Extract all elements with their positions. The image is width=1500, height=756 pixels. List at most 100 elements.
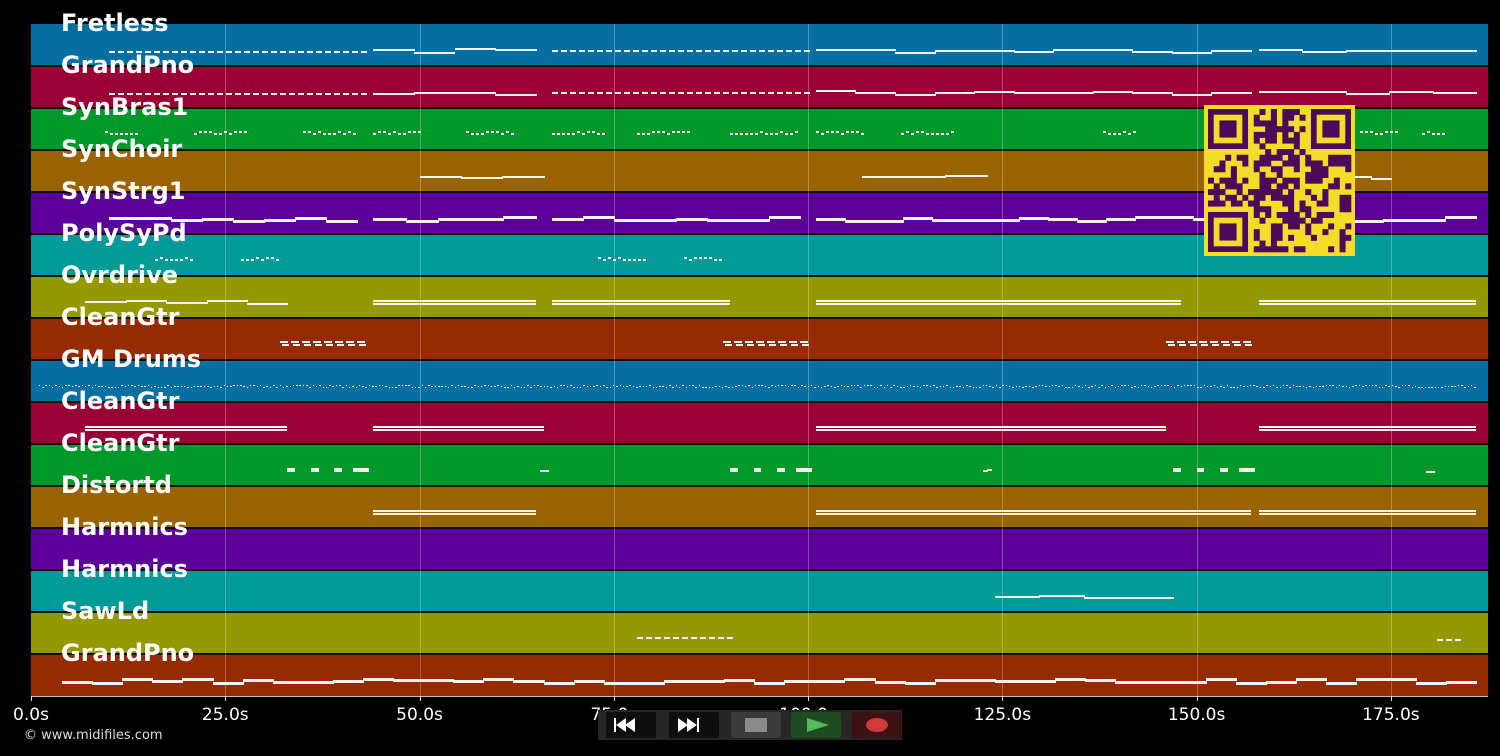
fast-forward-icon (678, 718, 699, 732)
note-mark (775, 133, 779, 135)
qr-module (1253, 114, 1260, 121)
note-mark (1140, 385, 1143, 387)
note-mark (101, 386, 103, 388)
note-mark (785, 92, 792, 94)
note-mark (1068, 387, 1070, 389)
note-mark (339, 385, 341, 387)
note-mark (923, 385, 925, 387)
note-mark (1133, 131, 1137, 133)
note-mark (347, 131, 351, 133)
note-mark (243, 93, 250, 95)
note-mark (207, 386, 209, 388)
qr-module (1293, 143, 1300, 150)
qr-module (1219, 189, 1226, 196)
note-mark (454, 92, 497, 94)
note-mark (302, 385, 305, 387)
note-mark (645, 386, 648, 388)
note-mark (334, 341, 343, 344)
note-mark (765, 133, 769, 135)
note-mark (1322, 386, 1324, 388)
note-mark (84, 386, 87, 388)
qr-module (1339, 229, 1346, 236)
qr-module (1282, 246, 1289, 253)
note-mark (969, 386, 971, 388)
note-mark (474, 385, 476, 387)
qr-module (1276, 189, 1283, 196)
note-mark (391, 387, 394, 389)
fast-forward-button[interactable] (669, 712, 719, 738)
note-mark (695, 387, 697, 389)
note-mark (1454, 386, 1456, 388)
note-mark (245, 259, 249, 261)
qr-module (1316, 166, 1323, 173)
qr-module (1270, 229, 1277, 236)
note-mark (342, 133, 346, 135)
stop-button[interactable] (731, 712, 781, 738)
qr-module (1310, 177, 1317, 184)
note-mark (55, 385, 57, 387)
note-mark (1408, 385, 1410, 387)
note-mark (397, 133, 401, 135)
qr-module (1293, 166, 1300, 173)
note-mark (677, 131, 681, 133)
note-mark (768, 387, 770, 389)
note-mark (1210, 386, 1212, 388)
note-mark (1391, 385, 1394, 387)
note-mark (263, 387, 265, 389)
note-mark (853, 385, 856, 387)
note-mark (144, 93, 151, 95)
note-mark (323, 341, 332, 344)
note-mark (999, 387, 1001, 389)
note-mark (517, 386, 519, 388)
note-mark (453, 680, 485, 684)
note-mark (1389, 131, 1393, 133)
note-mark (896, 386, 899, 388)
note-mark (441, 386, 443, 388)
note-mark (570, 385, 572, 387)
note-mark (662, 131, 666, 133)
note-mark (471, 387, 473, 389)
qr-module (1293, 154, 1300, 161)
note-mark (566, 133, 570, 135)
note-mark (668, 50, 675, 52)
note-mark (510, 385, 513, 387)
lane-separator (31, 107, 1488, 109)
qr-module (1322, 211, 1329, 218)
note-mark (466, 131, 470, 133)
note-mark (964, 679, 996, 683)
qr-module (1333, 177, 1340, 184)
note-mark (104, 131, 108, 133)
note-mark (662, 386, 664, 388)
play-button[interactable] (791, 712, 841, 738)
note-mark (546, 386, 549, 388)
qr-module (1288, 223, 1295, 230)
qr-module (1328, 246, 1335, 253)
note-mark (332, 680, 364, 684)
note-mark (1164, 385, 1166, 387)
qr-module (1316, 211, 1323, 218)
qr-module (1270, 131, 1277, 138)
qr-module (1345, 206, 1352, 213)
note-mark (270, 257, 274, 259)
record-button[interactable] (852, 712, 902, 738)
note-mark (1379, 133, 1383, 135)
qr-module (1259, 109, 1266, 116)
note-mark (1282, 385, 1285, 387)
note-mark (926, 385, 928, 387)
rewind-button[interactable] (606, 712, 656, 738)
note-mark (777, 385, 780, 387)
transport-bar (598, 710, 902, 740)
watermark: © www.midifiles.com (24, 728, 163, 743)
note-mark (1127, 385, 1130, 387)
note-mark (260, 259, 264, 261)
qr-module (1265, 149, 1272, 156)
note-mark (578, 92, 585, 94)
note-mark (730, 133, 734, 135)
note-mark (395, 387, 397, 389)
track-lane (31, 318, 1488, 360)
qr-module (1288, 126, 1295, 133)
note-mark (639, 386, 641, 388)
qr-module (1270, 126, 1277, 133)
note-mark (372, 510, 537, 513)
note-mark (894, 94, 936, 96)
